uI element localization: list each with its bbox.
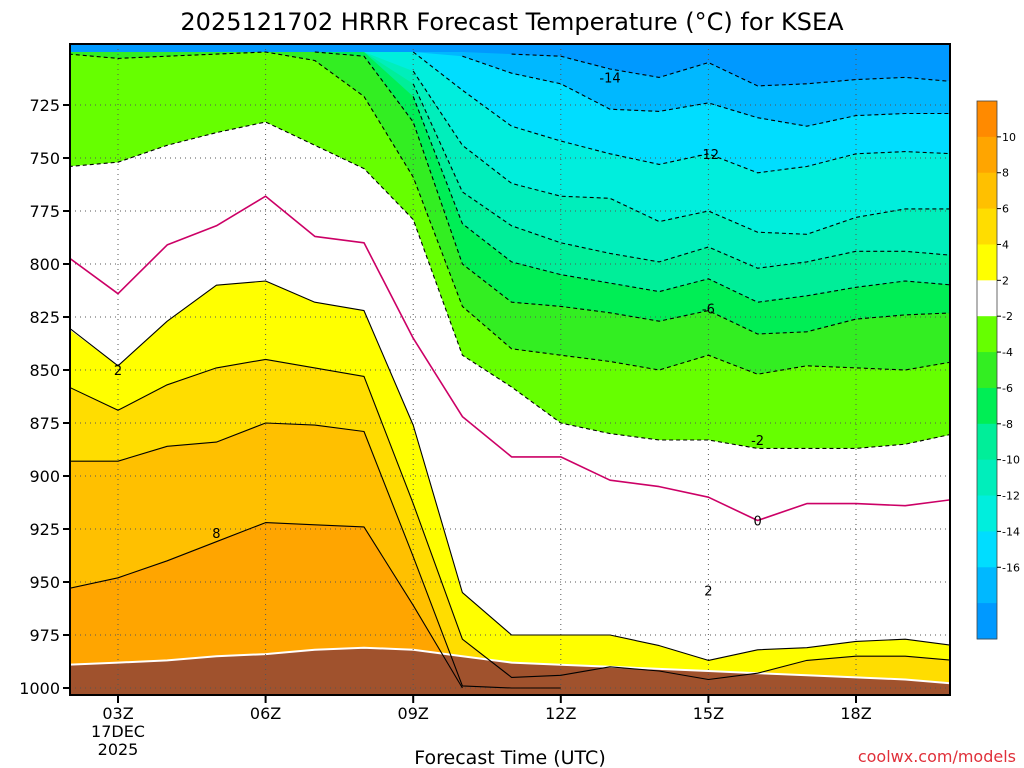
colorbar-band [977,352,997,389]
x-tick-label: 09Z [398,704,429,723]
colorbar-band [977,495,997,532]
x-tick-label: 15Z [693,704,724,723]
isotherm-0 [70,195,950,522]
colorbar-band [977,208,997,245]
colorbar-band [977,567,997,604]
isotherm--14 [412,51,950,174]
isotherm-2 [70,280,950,661]
isotherm--10 [412,83,950,269]
contour-label: 2 [704,584,712,599]
colorbar-band [977,280,997,317]
x-tick-year: 2025 [98,740,139,759]
y-tick-label: 875 [29,414,60,433]
colorbar-band [977,387,997,425]
colorbar-label: -16 [1002,561,1020,574]
colorbar-label: -14 [1002,525,1020,538]
isotherm--18 [511,53,950,87]
colorbar-label: -10 [1002,454,1020,467]
y-tick-label: 925 [29,520,60,539]
colorbar-band [977,423,997,461]
colorbar-band [977,316,997,353]
terrain-layer [70,646,950,695]
colorbar-band [977,244,997,281]
contour-label: -6 [702,303,715,318]
y-tick-label: 900 [29,467,60,486]
isotherm-lines [70,51,950,689]
colorbar-label: -4 [1002,346,1013,359]
colorbar-band [977,136,997,174]
colorbar-label: 10 [1002,131,1016,144]
contour-label: 8 [212,527,220,542]
colorbar: 10 8 6 4 2 -2 -4 -6 -8 -10 -12 -14 -16 [976,100,1020,640]
isotherm-4 [70,358,950,681]
contour-labels: 2 8 -14 -12 -6 -2 0 2 [114,71,764,599]
y-tick-label: 975 [29,626,60,645]
y-tick-label: 850 [29,361,60,380]
credit-link[interactable]: coolwx.com/models [858,747,1016,766]
colorbar-band [977,172,997,210]
colorbar-label: -8 [1002,418,1013,431]
plot-area: 2 8 -14 -12 -6 -2 0 2 [70,44,950,695]
isotherm--8 [412,96,950,303]
colorbar-band [977,603,997,640]
contour-label: 0 [753,515,761,530]
x-axis-label: Forecast Time (UTC) [414,747,605,768]
y-tick-label: 825 [29,308,60,327]
colorbar-frame [976,100,998,640]
temperature-bands [70,44,950,695]
isotherm-6 [70,422,561,689]
x-tick-label: 12Z [545,704,576,723]
colorbar-label: 8 [1002,167,1009,180]
y-tick-label: 725 [29,96,60,115]
colorbar-band [977,101,997,138]
x-tick-date: 17DEC [91,722,145,741]
y-axis: 725 750 775 800 825 850 875 900 925 950 975 1000 [19,96,70,698]
terrain-fill [70,647,950,695]
y-tick-label: 800 [29,255,60,274]
colorbar-label: -2 [1002,310,1013,323]
isotherm--4 [70,51,950,375]
colorbar-band [977,459,997,497]
colorbar-label: 2 [1002,274,1009,287]
x-tick-label: 18Z [840,704,871,723]
contour-label: -14 [599,71,620,86]
colorbar-band [977,531,997,568]
x-tick-label: 06Z [250,704,281,723]
colorbar-label: 6 [1002,203,1009,216]
y-tick-label: 750 [29,149,60,168]
y-tick-label: 950 [29,573,60,592]
x-tick-label: 03Z [102,704,133,723]
chart-title: 2025121702 HRRR Forecast Temperature (°C… [180,8,844,36]
isotherm--6 [314,51,950,335]
y-tick-label: 1000 [19,679,60,698]
contour-label: -2 [751,434,764,449]
isotherm-8 [70,522,463,689]
contour-label: -12 [698,148,719,163]
colorbar-label: -12 [1002,490,1020,503]
colorbar-label: -6 [1002,382,1013,395]
isotherm--16 [462,55,950,127]
y-tick-label: 775 [29,202,60,221]
terrain-edge [70,646,950,685]
isotherm--12 [412,70,950,235]
colorbar-label: 4 [1002,238,1009,251]
contour-label: 2 [114,364,122,379]
